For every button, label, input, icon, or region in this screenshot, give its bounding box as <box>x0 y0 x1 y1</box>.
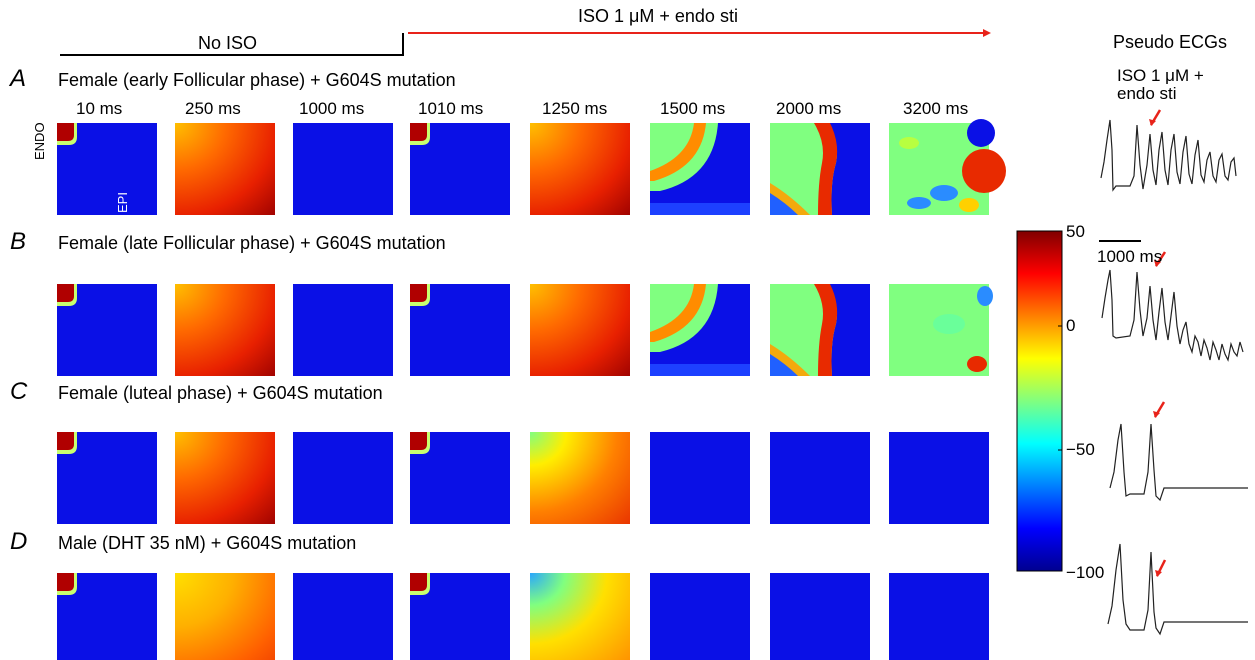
timepoint-label: 10 ms <box>76 99 123 118</box>
voltage-map <box>530 432 630 524</box>
voltage-map <box>410 432 510 524</box>
voltage-map <box>889 284 993 376</box>
voltage-map <box>410 284 510 376</box>
ecg-arrowhead <box>1154 260 1161 267</box>
ecg-trace <box>1101 269 1244 362</box>
protocol-post-label: ISO 1 μM + endo sti <box>578 6 738 26</box>
row-letter-c: C <box>10 378 28 405</box>
voltage-map <box>889 119 1006 215</box>
epi-label: EPI <box>115 192 130 213</box>
row-letter-d: D <box>10 528 28 555</box>
voltage-map <box>650 123 750 215</box>
voltage-map <box>770 573 870 660</box>
pseudo-ecg-panel <box>1099 109 1248 636</box>
voltage-map <box>293 432 393 524</box>
row-title-b: Female (late Follicular phase) + G604S m… <box>58 233 446 253</box>
ecg-scale-label: 1000 ms <box>1097 247 1163 266</box>
voltage-map <box>530 284 630 376</box>
timepoint-label: 2000 ms <box>776 99 842 118</box>
colorbar-tick-label: −50 <box>1066 440 1095 459</box>
protocol-line-pre <box>60 33 404 56</box>
ecg-arrowhead <box>1149 119 1156 126</box>
row-title-c: Female (luteal phase) + G604S mutation <box>58 383 383 403</box>
voltage-map <box>293 284 393 376</box>
timepoint-label: 1250 ms <box>542 99 608 118</box>
voltage-map <box>175 432 275 524</box>
voltage-map <box>770 123 870 215</box>
voltage-map <box>57 284 157 376</box>
protocol-timeline <box>60 29 991 56</box>
voltage-map <box>530 573 630 660</box>
voltage-map <box>175 123 275 215</box>
colorbar-gradient <box>1016 230 1063 572</box>
row-letter-a: A <box>10 65 27 92</box>
row-letter-b: B <box>10 228 27 255</box>
ecg-trace <box>1109 423 1248 502</box>
protocol-arrowhead <box>983 29 991 37</box>
voltage-map <box>175 284 275 376</box>
voltage-map <box>770 284 870 376</box>
voltage-map <box>650 284 750 376</box>
row-title-a: Female (early Follicular phase) + G604S … <box>58 70 456 90</box>
timepoint-label: 1000 ms <box>299 99 365 118</box>
colorbar <box>1016 230 1063 572</box>
timepoint-label: 250 ms <box>185 99 241 118</box>
timepoint-label: 1010 ms <box>418 99 484 118</box>
ecg-annotation: ISO 1 μM + endo sti <box>1117 66 1204 103</box>
colorbar-tick-label: −100 <box>1066 563 1105 582</box>
voltage-map <box>650 432 750 524</box>
timepoint-label: 1500 ms <box>660 99 726 118</box>
voltage-map <box>530 123 630 215</box>
ecg-trace <box>1100 119 1237 192</box>
voltage-map <box>770 432 870 524</box>
protocol-pre-label: No ISO <box>198 33 258 53</box>
ecg-trace <box>1107 543 1248 636</box>
colorbar-tick-label: 50 <box>1066 222 1085 241</box>
voltage-map <box>57 432 157 524</box>
voltage-map <box>650 573 750 660</box>
voltage-map <box>410 123 510 215</box>
voltage-map <box>410 573 510 660</box>
voltage-map <box>293 123 393 215</box>
colorbar-tick-label: 0 <box>1066 316 1076 335</box>
voltage-map <box>889 573 989 660</box>
ecg-arrowhead <box>1153 411 1160 418</box>
voltage-map <box>889 432 989 524</box>
ecg-arrowhead <box>1155 570 1162 577</box>
ecg-title: Pseudo ECGs <box>1113 32 1228 52</box>
endo-label: ENDO <box>32 122 47 160</box>
voltage-map <box>293 573 393 660</box>
timepoint-label: 3200 ms <box>903 99 969 118</box>
voltage-map <box>175 573 275 660</box>
voltage-map <box>57 123 157 215</box>
row-title-d: Male (DHT 35 nM) + G604S mutation <box>58 533 357 553</box>
voltage-map-grid <box>57 119 1006 660</box>
voltage-map <box>57 573 157 660</box>
